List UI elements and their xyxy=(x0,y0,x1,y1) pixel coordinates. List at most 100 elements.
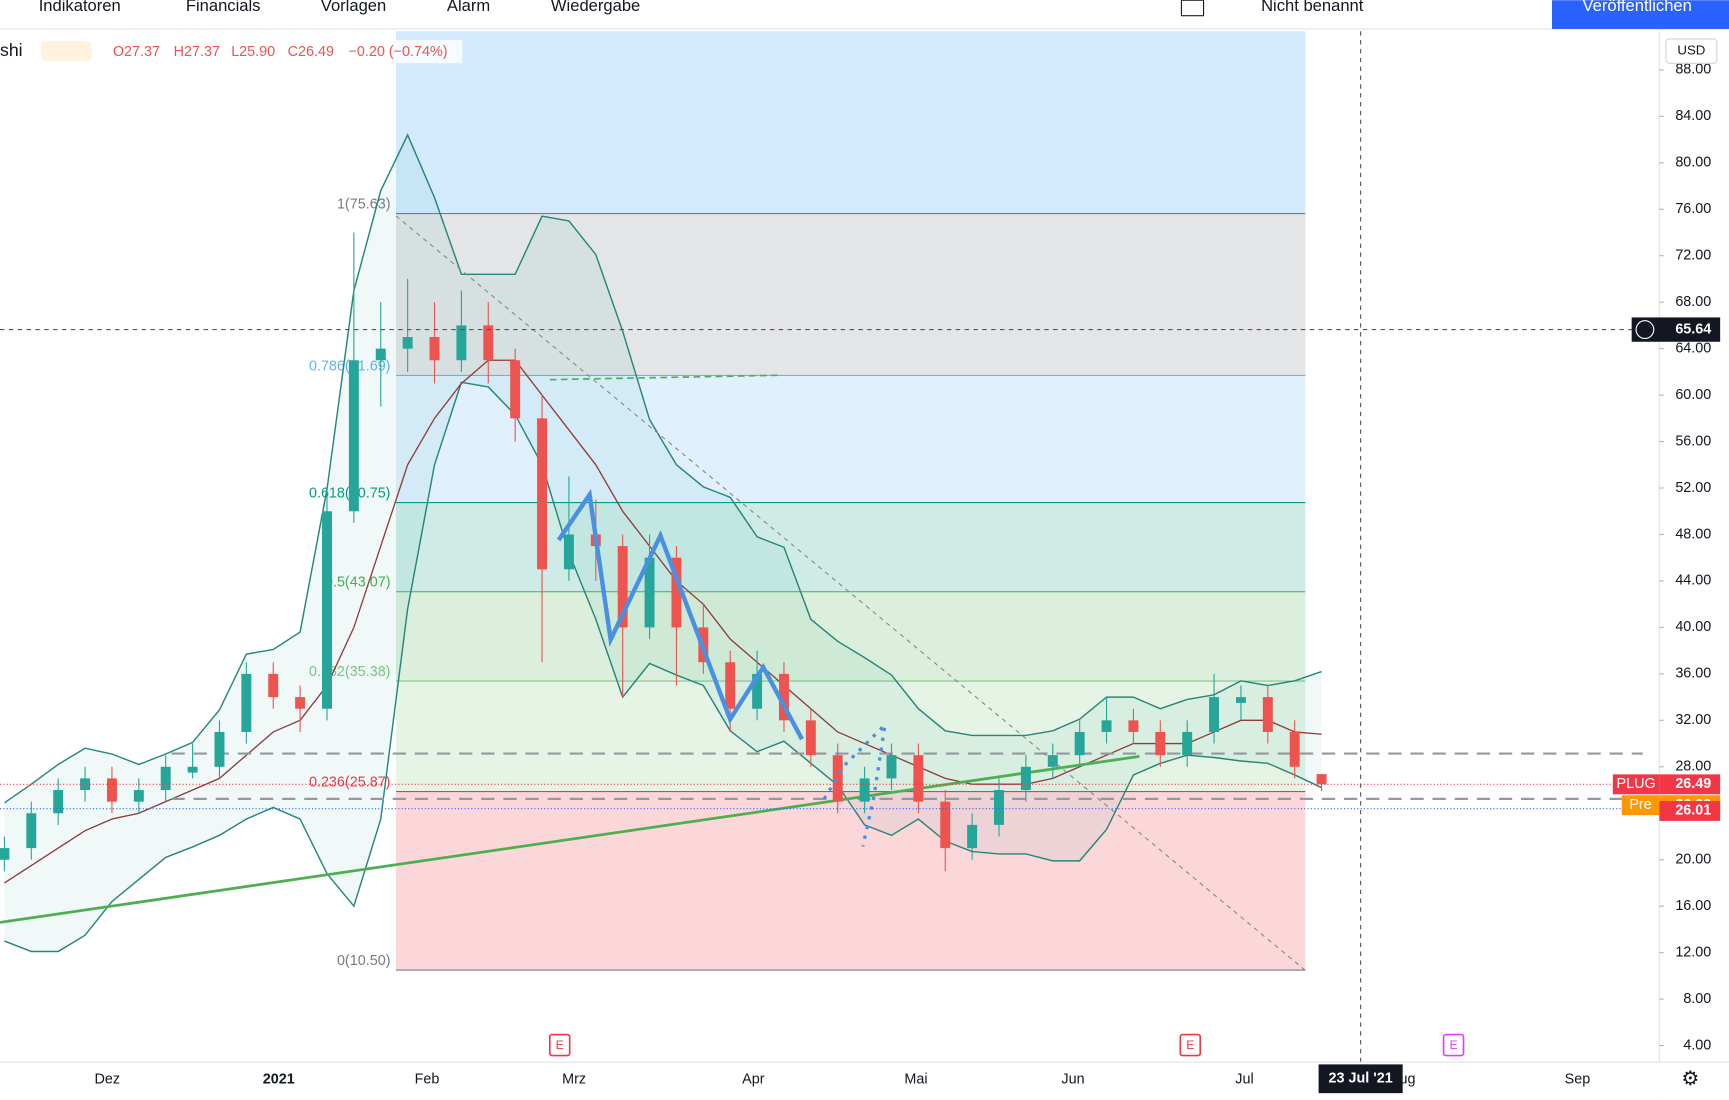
candle-body xyxy=(295,697,306,709)
x-tick-label: Mai xyxy=(904,1072,927,1088)
price-axis xyxy=(1659,31,1729,1063)
candle-body xyxy=(940,801,951,849)
earnings-marker xyxy=(548,1033,571,1057)
y-tick-label: 40.00 xyxy=(1675,619,1711,635)
y-tick-label: 36.00 xyxy=(1675,666,1711,682)
price-name-box xyxy=(1621,795,1660,816)
candle-body xyxy=(671,557,682,628)
candle-body xyxy=(832,755,843,802)
x-tick-label: Jul xyxy=(1235,1072,1253,1088)
candle-body xyxy=(322,511,332,709)
y-tick-label: 72.00 xyxy=(1675,248,1711,264)
candle-body xyxy=(1262,697,1273,732)
legend-value: O27.37 xyxy=(113,44,160,60)
y-tick-label: 84.00 xyxy=(1675,108,1711,124)
candle-body xyxy=(483,325,494,361)
candle-body xyxy=(1101,720,1112,732)
fib-zone xyxy=(396,213,1306,376)
band-lower xyxy=(4,381,1322,953)
price-name-box xyxy=(1612,774,1660,795)
toolbar-button[interactable]: Alarm xyxy=(447,0,490,15)
y-tick-label: 80.00 xyxy=(1675,155,1711,171)
currency[interactable]: USD xyxy=(1677,43,1705,58)
time-axis xyxy=(0,1062,1729,1100)
candle-body xyxy=(1316,774,1327,785)
fib-top-zone xyxy=(396,31,1306,214)
zigzag-drawing xyxy=(556,488,804,741)
x-tick-label: Apr xyxy=(742,1072,765,1088)
candle-body xyxy=(106,778,117,802)
layout-name[interactable]: Nicht benannt xyxy=(1261,0,1364,15)
candle-body xyxy=(967,824,978,849)
y-tick-label: 68.00 xyxy=(1675,294,1711,310)
x-tick-label: Mrz xyxy=(562,1072,586,1088)
candle-body xyxy=(752,673,763,709)
publish-button[interactable] xyxy=(1552,0,1729,29)
candle-body xyxy=(1289,731,1300,767)
toolbar xyxy=(0,0,1729,29)
band-middle xyxy=(4,359,1322,884)
candle-body xyxy=(429,337,440,361)
y-tick-label: 48.00 xyxy=(1675,526,1711,542)
earnings-label: E xyxy=(556,1038,564,1052)
y-tick-label: 28.00 xyxy=(1675,759,1711,775)
symbol: shi xyxy=(0,40,23,60)
candle-body xyxy=(1209,697,1220,732)
candle-body xyxy=(1074,731,1085,756)
fib-label: 0.5(43.07) xyxy=(325,575,391,591)
y-tick-label: 4.00 xyxy=(1683,1037,1711,1053)
fib-label: 0.236(25.87) xyxy=(309,774,391,790)
earnings-marker xyxy=(1179,1033,1202,1057)
legend-value: C26.49 xyxy=(288,44,334,60)
x-tick-label: 2021 xyxy=(263,1072,295,1088)
fib-zone xyxy=(396,791,1306,971)
fib-label: 1(75.63) xyxy=(337,196,391,212)
candle-body xyxy=(456,325,467,361)
candle-body xyxy=(644,557,655,628)
earnings-marker xyxy=(1442,1033,1465,1057)
earnings-label: E xyxy=(1186,1038,1194,1052)
candle-body xyxy=(537,418,548,570)
legend-value: H27.37 xyxy=(174,44,220,60)
layout-icon[interactable] xyxy=(1180,0,1205,17)
y-tick-label: 20.00 xyxy=(1675,852,1711,868)
legend-bg xyxy=(105,40,463,64)
crosshair-price-box xyxy=(1631,317,1721,342)
candle-body xyxy=(510,360,521,419)
candle-body xyxy=(1128,720,1139,732)
candle-body xyxy=(160,766,171,791)
publish-label[interactable]: Veröffentlichen xyxy=(1582,0,1691,15)
y-tick-label: 60.00 xyxy=(1675,387,1711,403)
candle-body xyxy=(725,662,736,709)
x-tick-label: Sep xyxy=(1565,1072,1591,1088)
price-value: 26.01 xyxy=(1675,803,1711,819)
fib-zone xyxy=(396,681,1306,792)
y-tick-label: 52.00 xyxy=(1675,480,1711,496)
y-tick-label: 44.00 xyxy=(1675,573,1711,589)
candle-body xyxy=(859,778,870,802)
toolbar-button[interactable]: Vorlagen xyxy=(321,0,386,15)
candle-body xyxy=(133,790,144,802)
price-value: 26.49 xyxy=(1675,776,1711,792)
settings-icon[interactable]: ⚙ xyxy=(1681,1068,1699,1090)
axes: 4.008.0012.0016.0020.0024.0028.0032.0036… xyxy=(95,62,1721,1094)
crosshair-date: 23 Jul '21 xyxy=(1329,1071,1393,1087)
candle-body xyxy=(241,673,252,732)
crosshair-date-box xyxy=(1318,1064,1403,1094)
toolbar-button[interactable]: Indikatoren xyxy=(39,0,121,15)
y-tick-label: 64.00 xyxy=(1675,340,1711,356)
toolbar-button[interactable]: Financials xyxy=(186,0,261,15)
fib-label: 0(10.50) xyxy=(337,953,391,969)
currency-button[interactable] xyxy=(1665,38,1718,64)
y-tick-label: 88.00 xyxy=(1675,62,1711,78)
earnings-label: E xyxy=(1450,1038,1458,1052)
candle-body xyxy=(375,348,386,361)
candle-body xyxy=(0,848,10,860)
candle-body xyxy=(1020,766,1031,791)
y-tick-label: 56.00 xyxy=(1675,433,1711,449)
dashed-drawing xyxy=(549,374,783,381)
candle-body xyxy=(26,813,37,849)
toolbar-button[interactable]: Wiedergabe xyxy=(551,0,640,15)
